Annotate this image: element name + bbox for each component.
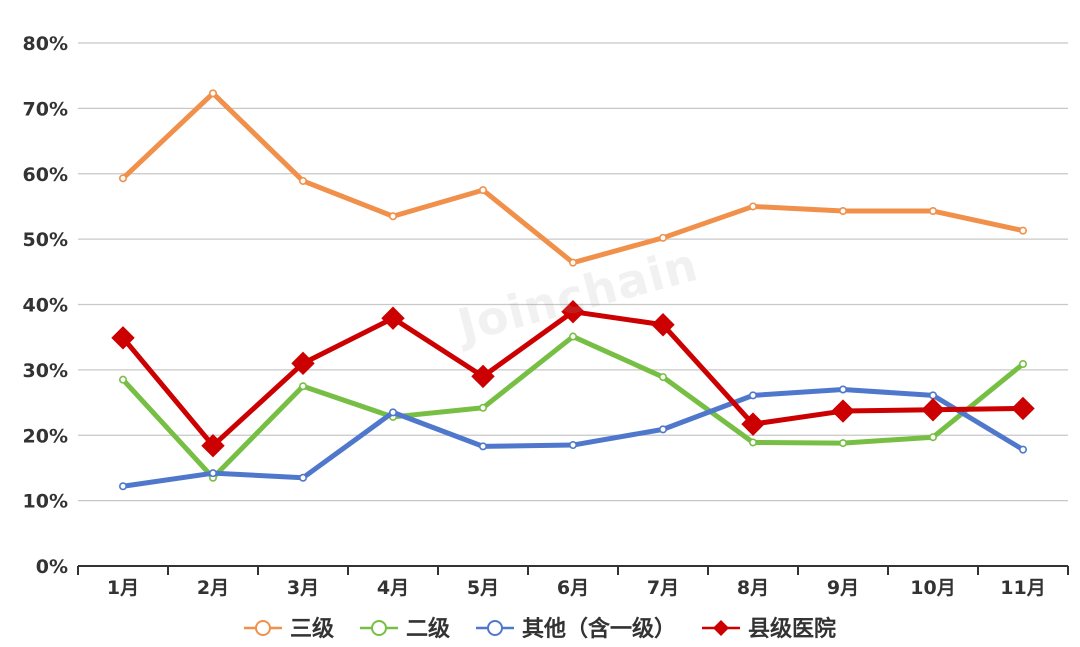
data-point — [928, 207, 937, 216]
series-4 — [111, 299, 1035, 458]
legend-item: 县级医院 — [702, 616, 836, 642]
data-point — [658, 233, 667, 242]
data-point — [119, 375, 128, 384]
data-point — [651, 313, 675, 337]
data-point — [658, 425, 667, 434]
x-tick-label: 8月 — [737, 577, 769, 599]
x-tick-label: 2月 — [197, 577, 229, 599]
legend-circle-icon — [255, 620, 271, 636]
data-point — [658, 373, 667, 382]
series-1 — [119, 89, 1027, 267]
x-tick-label: 1月 — [107, 577, 139, 599]
data-point — [298, 473, 307, 482]
data-point — [111, 326, 135, 350]
data-point — [568, 258, 577, 267]
legend-label: 二级 — [406, 616, 450, 642]
data-point — [381, 306, 405, 330]
y-tick-label: 30% — [23, 360, 68, 382]
x-tick-label: 4月 — [377, 577, 409, 599]
data-point — [478, 442, 487, 451]
legend: 三级 二级 其他（含一级） 县级医院 — [244, 616, 836, 642]
data-point — [568, 332, 577, 341]
data-point — [478, 186, 487, 195]
data-point — [741, 412, 765, 436]
data-point — [298, 176, 307, 185]
data-point — [478, 403, 487, 412]
legend-circle-icon — [371, 620, 387, 636]
data-point — [1018, 359, 1027, 368]
series-line — [120, 90, 1026, 266]
legend-item: 二级 — [360, 616, 450, 642]
axes: 0% 10% 20% 30% 40% 50% 60% 70% 80% 1月 2月 3月 4月 5月 6月 7月… — [23, 33, 1069, 599]
x-tick-label: 10月 — [910, 577, 955, 599]
legend-circle-icon — [487, 620, 503, 636]
x-tick-label: 11月 — [1000, 577, 1045, 599]
legend-label: 其他（含一级） — [522, 616, 676, 642]
data-point — [928, 391, 937, 400]
data-point — [928, 433, 937, 442]
data-point — [119, 174, 128, 183]
series-3 — [119, 385, 1027, 491]
series-line — [120, 309, 1026, 449]
x-tick-label: 3月 — [287, 577, 319, 599]
data-point — [1011, 396, 1035, 421]
x-tick-label: 5月 — [467, 577, 499, 599]
y-tick-label: 60% — [23, 164, 68, 186]
y-tick-label: 80% — [23, 33, 68, 55]
data-point — [291, 351, 315, 376]
data-point — [748, 438, 757, 447]
data-point — [1018, 226, 1027, 235]
data-point — [209, 469, 218, 478]
y-tick-label: 20% — [23, 425, 68, 447]
legend-diamond-icon — [713, 620, 729, 636]
legend-label: 三级 — [290, 616, 334, 642]
x-tick-label: 7月 — [647, 577, 679, 599]
x-tick-label: 6月 — [557, 577, 589, 599]
data-point — [119, 482, 128, 491]
data-point — [838, 207, 847, 216]
data-point — [568, 441, 577, 450]
legend-item: 三级 — [244, 616, 334, 642]
y-tick-label: 10% — [23, 491, 68, 513]
data-point — [298, 382, 307, 391]
data-point — [831, 399, 855, 423]
x-tick-label: 9月 — [827, 577, 859, 599]
data-point — [748, 202, 757, 211]
data-point — [471, 364, 495, 389]
gridlines — [78, 42, 1068, 502]
y-tick-label: 0% — [36, 556, 68, 578]
legend-item: 其他（含一级） — [476, 616, 676, 642]
y-tick-label: 50% — [23, 229, 68, 251]
data-point — [388, 212, 397, 221]
y-tick-label: 70% — [23, 98, 68, 120]
data-point — [561, 299, 585, 324]
legend-label: 县级医院 — [748, 616, 836, 642]
y-tick-label: 40% — [23, 295, 68, 317]
data-point — [921, 398, 945, 422]
data-point — [748, 391, 757, 400]
series-2 — [119, 332, 1027, 482]
data-point — [388, 408, 397, 417]
data-point — [1018, 445, 1027, 454]
data-point — [838, 385, 847, 394]
data-point — [838, 439, 847, 448]
data-point — [209, 89, 218, 98]
data-point — [201, 434, 225, 458]
